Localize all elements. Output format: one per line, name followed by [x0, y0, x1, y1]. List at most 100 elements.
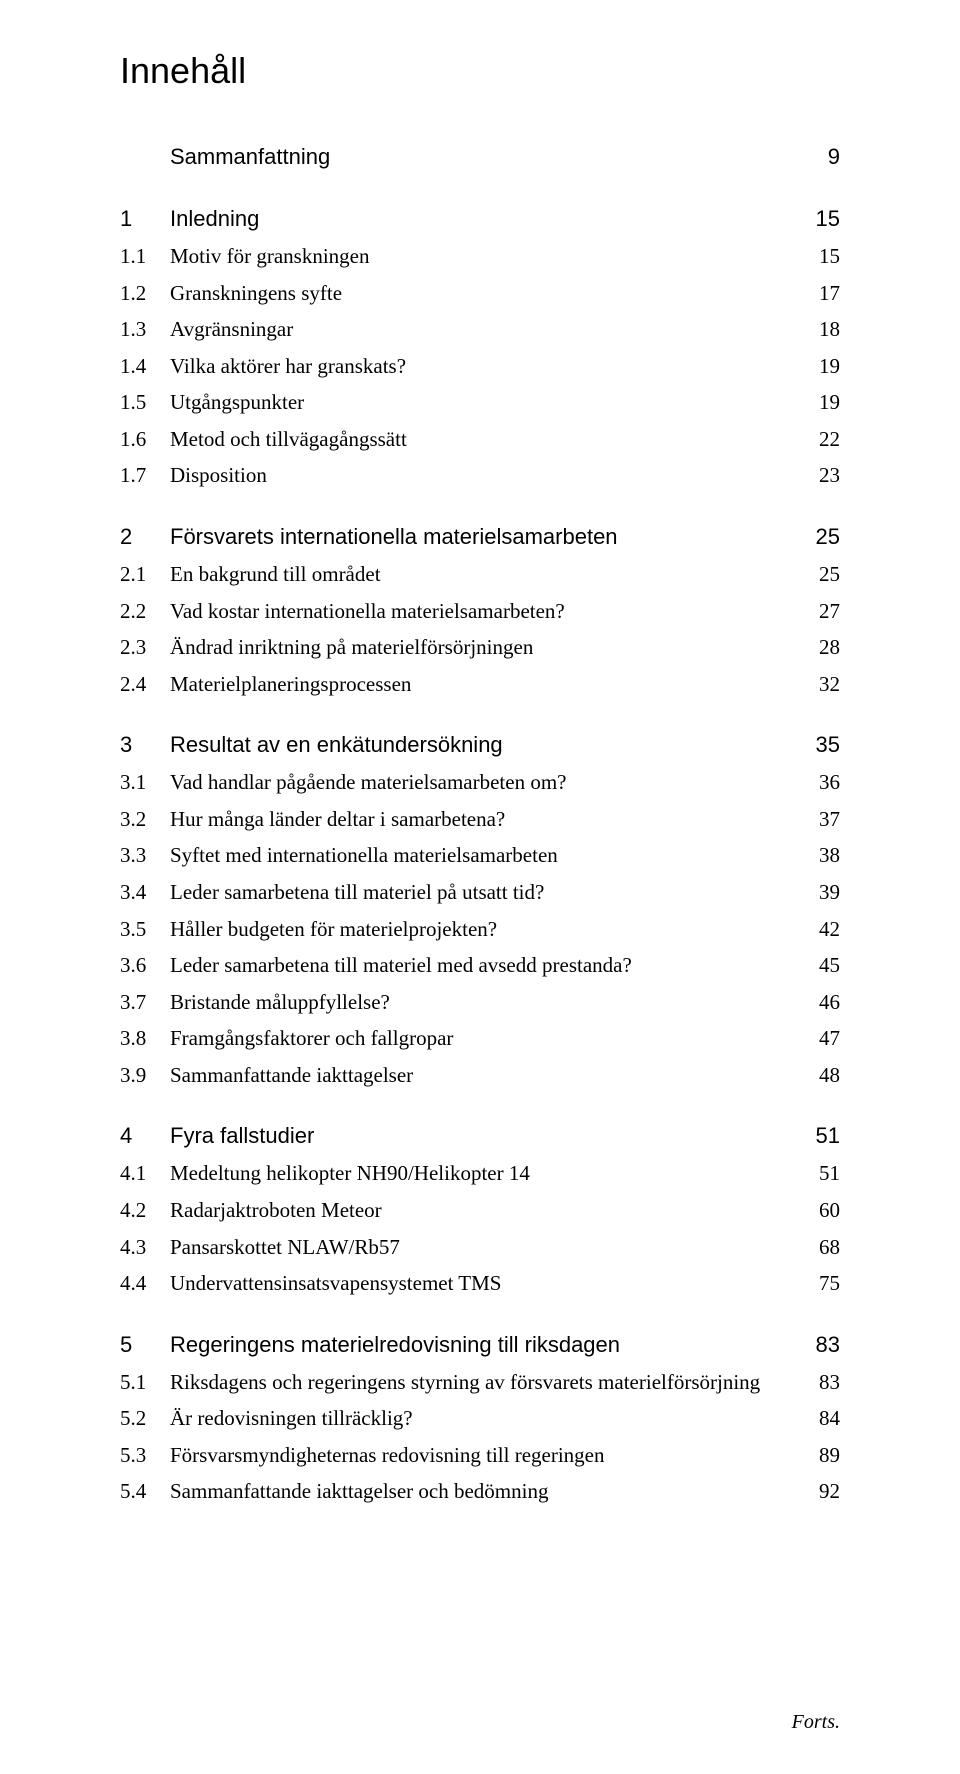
- toc-label: Leder samarbetena till materiel på utsat…: [170, 876, 800, 909]
- toc-num: 3.9: [120, 1059, 170, 1092]
- toc-entry-row: 3.5Håller budgeten för materielprojekten…: [120, 913, 840, 946]
- toc-num: 3.3: [120, 839, 170, 872]
- toc-entry-row: 4.2Radarjaktroboten Meteor60: [120, 1194, 840, 1227]
- toc-page-number: 48: [800, 1059, 840, 1092]
- toc-page-number: 28: [800, 631, 840, 664]
- toc-num: 1.7: [120, 459, 170, 492]
- toc-label: Sammanfattning: [170, 140, 800, 174]
- toc-num: 3.4: [120, 876, 170, 909]
- toc-chapter-row: 3Resultat av en enkätundersökning35: [120, 728, 840, 762]
- toc-num: 1.1: [120, 240, 170, 273]
- toc-num: 1.5: [120, 386, 170, 419]
- toc-num: 1.2: [120, 277, 170, 310]
- toc-page-number: 83: [800, 1366, 840, 1399]
- toc-num: 5.4: [120, 1475, 170, 1508]
- toc-label: Avgränsningar: [170, 313, 800, 346]
- toc-page-number: 46: [800, 986, 840, 1019]
- toc-page-number: 68: [800, 1231, 840, 1264]
- toc-label: Vad kostar internationella materielsamar…: [170, 595, 800, 628]
- toc-entry-row: 5.1Riksdagens och regeringens styrning a…: [120, 1366, 840, 1399]
- toc-page-number: 39: [800, 876, 840, 909]
- toc-page-number: 84: [800, 1402, 840, 1435]
- toc-entry-row: 5.4Sammanfattande iakttagelser och bedöm…: [120, 1475, 840, 1508]
- toc-label: Sammanfattande iakttagelser: [170, 1059, 800, 1092]
- toc-entry-row: 1.3Avgränsningar18: [120, 313, 840, 346]
- toc-entry-row: 3.7Bristande måluppfyllelse?46: [120, 986, 840, 1019]
- toc-chapter-row: 5Regeringens materielredovisning till ri…: [120, 1328, 840, 1362]
- toc-num: 2.4: [120, 668, 170, 701]
- toc-num: 3.7: [120, 986, 170, 1019]
- toc-standalone-section: Sammanfattning 9: [120, 140, 840, 174]
- continuation-label: Forts.: [792, 1711, 840, 1734]
- toc-label: Fyra fallstudier: [170, 1119, 800, 1153]
- toc-entry-row: 3.8Framgångsfaktorer och fallgropar47: [120, 1022, 840, 1055]
- toc-chapter-row: 2Försvarets internationella materielsama…: [120, 520, 840, 554]
- toc-num: 4.4: [120, 1267, 170, 1300]
- toc-num: 1.4: [120, 350, 170, 383]
- toc-entry-row: 1.7Disposition23: [120, 459, 840, 492]
- toc-entry-row: 3.3Syftet med internationella materielsa…: [120, 839, 840, 872]
- toc-entry-row: 4.1Medeltung helikopter NH90/Helikopter …: [120, 1157, 840, 1190]
- toc-page-number: 47: [800, 1022, 840, 1055]
- toc-page-number: 35: [800, 728, 840, 762]
- toc-label: Vilka aktörer har granskats?: [170, 350, 800, 383]
- toc-page-number: 19: [800, 386, 840, 419]
- toc-entry-row: 2.4Materielplaneringsprocessen32: [120, 668, 840, 701]
- toc-num: 3.5: [120, 913, 170, 946]
- toc-num: 4.2: [120, 1194, 170, 1227]
- toc-page-number: 18: [800, 313, 840, 346]
- toc-page-number: 60: [800, 1194, 840, 1227]
- toc-page-number: 23: [800, 459, 840, 492]
- toc-num: 2.1: [120, 558, 170, 591]
- toc-entry-row: 1.4Vilka aktörer har granskats?19: [120, 350, 840, 383]
- toc-label: Materielplaneringsprocessen: [170, 668, 800, 701]
- toc-page-number: 15: [800, 240, 840, 273]
- toc-label: Pansarskottet NLAW/Rb57: [170, 1231, 800, 1264]
- toc-label: Framgångsfaktorer och fallgropar: [170, 1022, 800, 1055]
- toc-label: Motiv för granskningen: [170, 240, 800, 273]
- toc-page-number: 89: [800, 1439, 840, 1472]
- toc-page-number: 37: [800, 803, 840, 836]
- page-title: Innehåll: [120, 50, 840, 92]
- toc-page-number: 25: [800, 520, 840, 554]
- toc-entry-row: 2.1En bakgrund till området25: [120, 558, 840, 591]
- toc-label: Inledning: [170, 202, 800, 236]
- toc-page-number: 19: [800, 350, 840, 383]
- toc-section: 4Fyra fallstudier514.1Medeltung helikopt…: [120, 1119, 840, 1299]
- toc-num: 4: [120, 1119, 170, 1153]
- toc-page: Innehåll Sammanfattning 9 1Inledning151.…: [0, 0, 960, 1774]
- toc-page-number: 51: [800, 1157, 840, 1190]
- toc-entry-row: 1.6Metod och tillvägagångssätt22: [120, 423, 840, 456]
- toc-entry-row: 3.4Leder samarbetena till materiel på ut…: [120, 876, 840, 909]
- toc-label: Ändrad inriktning på materielförsörjning…: [170, 631, 800, 664]
- toc-label: Syftet med internationella materielsamar…: [170, 839, 800, 872]
- toc-entry-row: 5.3Försvarsmyndigheternas redovisning ti…: [120, 1439, 840, 1472]
- toc-label: Leder samarbetena till materiel med avse…: [170, 949, 800, 982]
- toc-page-number: 38: [800, 839, 840, 872]
- toc-label: Granskningens syfte: [170, 277, 800, 310]
- toc-num: 2: [120, 520, 170, 554]
- toc-entry-row: 1.2Granskningens syfte17: [120, 277, 840, 310]
- toc-label: Hur många länder deltar i samarbetena?: [170, 803, 800, 836]
- toc-label: Radarjaktroboten Meteor: [170, 1194, 800, 1227]
- toc-num: 1: [120, 202, 170, 236]
- toc-num: 3.2: [120, 803, 170, 836]
- toc-label: Utgångspunkter: [170, 386, 800, 419]
- toc-label: Disposition: [170, 459, 800, 492]
- toc-entry-row: 3.6Leder samarbetena till materiel med a…: [120, 949, 840, 982]
- toc-num: 1.6: [120, 423, 170, 456]
- toc-chapter-row: 1Inledning15: [120, 202, 840, 236]
- toc-entry-row: 3.2Hur många länder deltar i samarbetena…: [120, 803, 840, 836]
- toc-page-number: 17: [800, 277, 840, 310]
- toc-label: Vad handlar pågående materielsamarbeten …: [170, 766, 800, 799]
- toc-chapter-row: 4Fyra fallstudier51: [120, 1119, 840, 1153]
- toc-entry-row: 1.1Motiv för granskningen15: [120, 240, 840, 273]
- toc-num: 4.3: [120, 1231, 170, 1264]
- toc-entry-row: 4.4Undervattensinsatsvapensystemet TMS75: [120, 1267, 840, 1300]
- toc-num: 5.1: [120, 1366, 170, 1399]
- toc-num: 4.1: [120, 1157, 170, 1190]
- toc-page-number: 42: [800, 913, 840, 946]
- toc-label: Sammanfattande iakttagelser och bedömnin…: [170, 1475, 800, 1508]
- toc-page-number: 45: [800, 949, 840, 982]
- toc-label: Resultat av en enkätundersökning: [170, 728, 800, 762]
